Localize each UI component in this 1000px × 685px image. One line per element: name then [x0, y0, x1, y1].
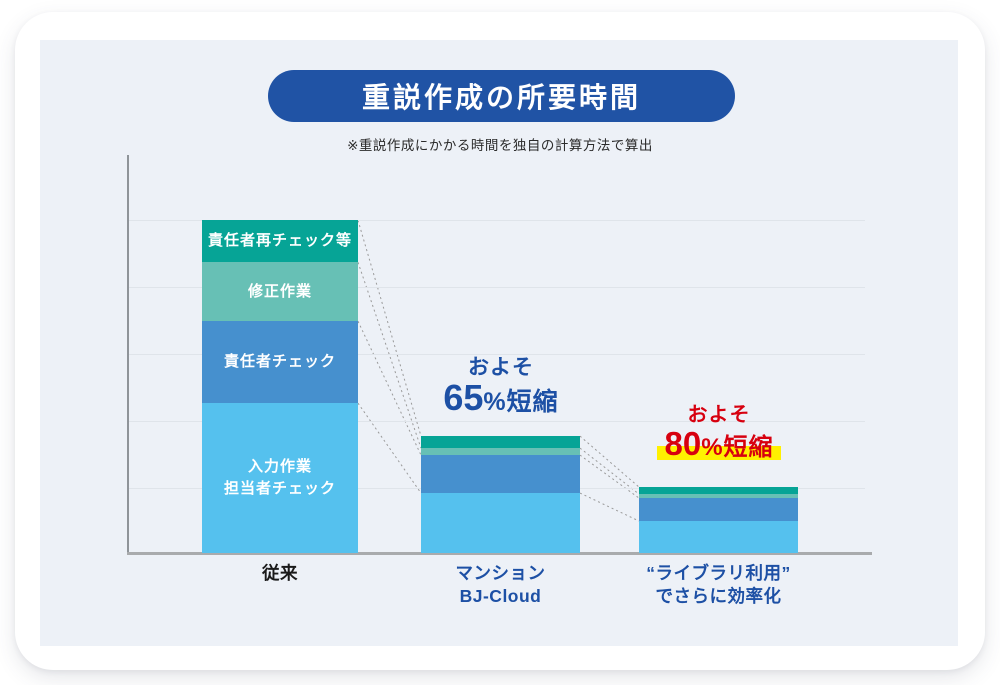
bar-0-segment-1: 責任者チェック — [202, 321, 358, 404]
bar-1-segment-1 — [421, 455, 580, 494]
connector-line — [357, 402, 422, 494]
segment-label: 入力作業 担当者チェック — [223, 458, 336, 498]
annotation-65-prefix: およそ — [468, 356, 534, 379]
bar-1-segment-3 — [421, 436, 580, 449]
x-label-0: 従来 — [262, 563, 298, 583]
annotation-reduction-65: およそ 65%短縮 — [421, 356, 581, 416]
y-axis — [127, 155, 129, 554]
gridline — [129, 421, 865, 422]
annotation-reduction-80: およそ 80%短縮 — [633, 404, 805, 460]
chart-note: ※重説作成にかかる時間を独自の計算方法で算出 — [347, 138, 653, 153]
gridline — [129, 354, 865, 355]
bar-1-segment-0 — [421, 493, 580, 553]
bar-1 — [421, 436, 580, 553]
annotation-80-value-line: 80%短縮 — [657, 425, 781, 462]
bar-2 — [639, 487, 798, 553]
x-axis — [127, 552, 872, 555]
bar-2-segment-2 — [639, 494, 798, 499]
connector-line — [579, 492, 640, 522]
bar-0-segment-3: 責任者再チェック等 — [202, 220, 358, 263]
connector-line — [357, 220, 422, 437]
gridline — [129, 287, 865, 288]
page-title: 重説作成の所要時間 — [361, 82, 641, 113]
bar-2-segment-3 — [639, 487, 798, 495]
segment-label: 責任者チェック — [223, 353, 336, 371]
segment-label: 責任者再チェック等 — [207, 232, 352, 250]
bar-2-segment-1 — [639, 498, 798, 521]
connector-line — [579, 454, 640, 499]
gridline — [129, 220, 865, 221]
annotation-80-suffix: %短縮 — [701, 434, 774, 461]
annotation-80-value: 80 — [664, 425, 702, 462]
annotation-65-suffix: %短縮 — [483, 388, 559, 417]
bar-0-segment-0: 入力作業 担当者チェック — [202, 403, 358, 553]
bar-1-segment-2 — [421, 448, 580, 456]
x-label-1: マンション BJ-Cloud — [455, 563, 546, 606]
connector-line — [357, 321, 422, 456]
bar-0: 責任者再チェック等 修正作業責任者チェック入力作業 担当者チェック — [202, 220, 358, 553]
annotation-80-prefix: およそ — [687, 404, 751, 426]
annotation-65-value: 65 — [443, 377, 484, 419]
segment-label: 修正作業 — [247, 282, 312, 300]
x-label-2: “ライブラリ利用” でさらに効率化 — [646, 563, 791, 606]
bar-2-segment-0 — [639, 521, 798, 553]
annotation-65-value-line: 65%短縮 — [436, 380, 565, 416]
bar-0-segment-2: 修正作業 — [202, 262, 358, 322]
title-pill: 重説作成の所要時間 — [268, 70, 735, 122]
